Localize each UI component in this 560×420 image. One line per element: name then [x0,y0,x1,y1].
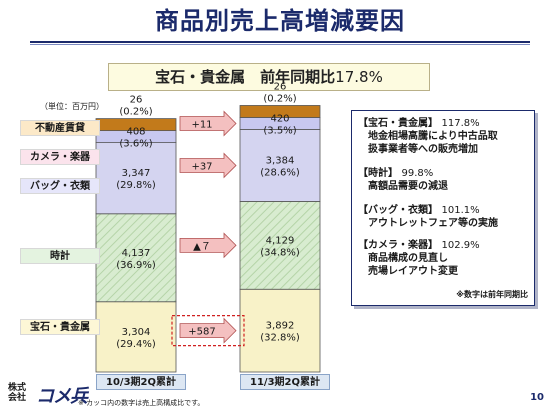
subtitle-value: 17.8% [335,68,383,86]
title-underline-thin [30,44,530,45]
note-value: 99.8% [401,168,434,179]
change-label-watch: ▲７ [193,241,211,252]
change-label-camera: +11 [191,119,212,130]
value-label-jewelry: 3,304 (29.4%) [116,327,156,350]
change-label-bag: +37 [191,161,212,172]
footnote: ※ カッコ内の数字は売上高構成比です。 [78,399,205,407]
note-line: 高額品需要の減退 [368,181,448,192]
notes-footer: ※数字は前年同期比 [456,290,528,299]
note-bag: 【バッグ・衣類】 101.1% アウトレットフェア等の実施 [358,204,530,230]
bar-segment-watch [95,213,177,303]
bar-segment-bag [95,142,177,215]
value-label-watch: 4,129 (34.8%) [260,235,300,258]
note-line: アウトレットフェア等の実施 [368,218,498,229]
category-watch: 時計 [20,248,100,264]
note-camera: 【カメラ・楽器】 102.9% 商品構成の見直し 売場レイアウト変更 [358,239,530,278]
company-logo: 株式 会社 コメ兵 [8,382,108,407]
change-label-jewelry: +587 [188,327,215,338]
value-label-watch: 4,137 (36.9%) [116,248,156,271]
bar-segment-jewelry [239,288,321,373]
note-line: 地金相場高騰により中古品取 [368,131,498,142]
bar-segment-bag [239,129,321,202]
change-arrow-camera [179,110,237,137]
note-line: 売場レイアウト変更 [368,266,458,277]
x-label-curr: 11/3期2Q累計 [240,374,330,390]
logo-mark: コメ兵 [36,386,88,407]
unit-label: （単位：百万円） [40,102,104,111]
change-arrow-bag [179,152,237,179]
note-value: 102.9% [441,240,480,251]
note-value: 117.8% [441,118,480,129]
value-label-jewelry: 3,892 (32.8%) [260,321,300,344]
page-title: 商品別売上高増減要因 [155,7,405,35]
note-line: 商品構成の見直し [368,253,448,264]
page-number: 10 [530,392,544,403]
highlight-box [171,315,245,347]
category-camera: カメラ・楽器 [20,149,100,165]
note-head: 【宝石・貴金属】 [358,118,438,129]
title-underline [30,41,530,43]
note-value: 101.1% [441,205,480,216]
category-bag: バッグ・衣類 [20,178,100,194]
value-label-bag: 3,384 (28.6%) [260,155,300,178]
note-head: 【バッグ・衣類】 [358,205,438,216]
value-label-fudosan: 26 (0.2%) [119,95,152,118]
category-jewelry: 宝石・貴金属 [20,319,100,335]
value-label-camera: 420 (3.5%) [263,113,296,136]
note-head: 【カメラ・楽器】 [358,240,438,251]
note-watch: 【時計】 99.8% 高額品需要の減退 [358,167,530,193]
logo-kabushiki: 株式 会社 [8,383,27,403]
value-label-fudosan: 26 (0.2%) [263,81,296,104]
change-arrow-jewelry [179,317,237,344]
subtitle-box: 宝石・貴金属 前年同期比17.8% [108,63,430,91]
subtitle-text: 宝石・貴金属 前年同期比 [155,68,336,86]
value-label-camera: 408 (3.6%) [119,127,152,150]
value-label-bag: 3,347 (29.8%) [116,168,156,191]
note-line: 扱事業者等への販売増加 [368,144,478,155]
bar-segment-jewelry [95,301,177,373]
note-head: 【時計】 [358,168,398,179]
bar-segment-fudosan [239,105,321,118]
note-jewelry: 【宝石・貴金属】 117.8% 地金相場高騰により中古品取 扱事業者等への販売増… [358,117,530,156]
notes-panel: 【宝石・貴金属】 117.8% 地金相場高騰により中古品取 扱事業者等への販売増… [351,110,535,306]
category-fudosan: 不動産賃貸 [20,120,100,136]
x-label-prev: 10/3期2Q累計 [96,374,186,390]
change-arrow-watch [179,232,237,259]
